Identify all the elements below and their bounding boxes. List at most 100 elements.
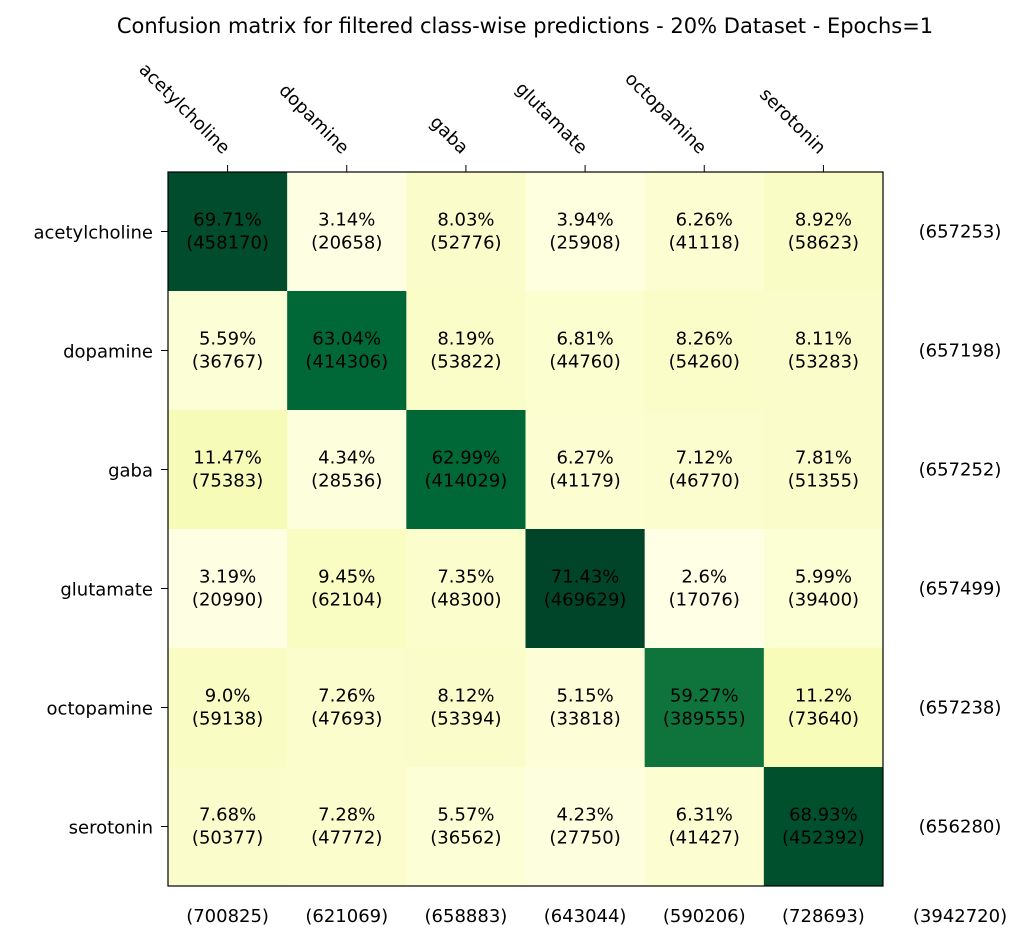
cell-count-label: (44760) bbox=[549, 352, 620, 373]
heatmap-cell bbox=[168, 648, 288, 768]
column-total-label: (590206) bbox=[663, 906, 746, 927]
cell-count-label: (53394) bbox=[430, 709, 501, 730]
heatmap-cell bbox=[644, 767, 765, 887]
cell-count-label: (414029) bbox=[425, 471, 508, 492]
cell-count-label: (50377) bbox=[192, 828, 263, 849]
cell-percent-label: 9.45% bbox=[318, 567, 375, 588]
row-total-label: (657499) bbox=[919, 579, 1002, 600]
cell-count-label: (75383) bbox=[192, 471, 263, 492]
cell-percent-label: 7.81% bbox=[795, 448, 852, 469]
cell-percent-label: 7.68% bbox=[199, 805, 256, 826]
cell-percent-label: 6.26% bbox=[676, 210, 733, 231]
cell-count-label: (47772) bbox=[311, 828, 382, 849]
y-tick-label: glutamate bbox=[60, 580, 153, 601]
heatmap-cell bbox=[406, 767, 526, 887]
cell-count-label: (41118) bbox=[669, 233, 740, 254]
cell-percent-label: 6.81% bbox=[556, 329, 613, 350]
heatmap-cell bbox=[525, 529, 646, 649]
cell-count-label: (48300) bbox=[430, 590, 501, 611]
cell-count-label: (27750) bbox=[549, 828, 620, 849]
cell-count-label: (389555) bbox=[663, 709, 746, 730]
heatmap-cell bbox=[406, 529, 526, 649]
cell-count-label: (36767) bbox=[192, 352, 263, 373]
heatmap-cell bbox=[287, 172, 407, 292]
y-tick-label: octopamine bbox=[47, 699, 153, 720]
cell-percent-label: 68.93% bbox=[789, 805, 858, 826]
cell-count-label: (20990) bbox=[192, 590, 263, 611]
row-total-label: (657238) bbox=[919, 698, 1002, 719]
cell-percent-label: 2.6% bbox=[681, 567, 727, 588]
row-total-label: (657252) bbox=[919, 460, 1002, 481]
heatmap-cell bbox=[287, 410, 407, 530]
cell-percent-label: 62.99% bbox=[432, 448, 501, 469]
cell-count-label: (458170) bbox=[186, 233, 269, 254]
heatmap-cell bbox=[168, 172, 288, 292]
column-total-label: (621069) bbox=[305, 906, 388, 927]
cell-count-label: (36562) bbox=[430, 828, 501, 849]
y-tick-label: acetylcholine bbox=[33, 223, 153, 244]
cell-count-label: (25908) bbox=[549, 233, 620, 254]
heatmap-cell bbox=[287, 291, 407, 411]
x-tick-label: gaba bbox=[426, 112, 473, 159]
cell-percent-label: 7.28% bbox=[318, 805, 375, 826]
cell-percent-label: 5.57% bbox=[437, 805, 494, 826]
cell-count-label: (53283) bbox=[788, 352, 859, 373]
cell-count-label: (47693) bbox=[311, 709, 382, 730]
cell-percent-label: 11.47% bbox=[193, 448, 262, 469]
heatmap-cell bbox=[644, 529, 765, 649]
cell-percent-label: 3.14% bbox=[318, 210, 375, 231]
heatmap-cell bbox=[287, 648, 407, 768]
cell-count-label: (51355) bbox=[788, 471, 859, 492]
heatmap-cell bbox=[406, 648, 526, 768]
cell-percent-label: 8.26% bbox=[676, 329, 733, 350]
heatmap-cell bbox=[406, 291, 526, 411]
cell-percent-label: 4.34% bbox=[318, 448, 375, 469]
cell-count-label: (20658) bbox=[311, 233, 382, 254]
cell-count-label: (46770) bbox=[669, 471, 740, 492]
cell-percent-label: 8.19% bbox=[437, 329, 494, 350]
column-total-label: (728693) bbox=[782, 906, 865, 927]
cell-percent-label: 3.94% bbox=[556, 210, 613, 231]
heatmap-cell bbox=[763, 529, 884, 649]
cell-percent-label: 8.11% bbox=[795, 329, 852, 350]
cell-count-label: (54260) bbox=[669, 352, 740, 373]
cell-percent-label: 5.15% bbox=[556, 686, 613, 707]
x-tick-label: glutamate bbox=[511, 78, 591, 158]
cell-percent-label: 5.99% bbox=[795, 567, 852, 588]
heatmap-cell bbox=[525, 291, 646, 411]
cell-percent-label: 6.27% bbox=[556, 448, 613, 469]
cell-percent-label: 59.27% bbox=[670, 686, 739, 707]
cell-percent-label: 71.43% bbox=[551, 567, 620, 588]
cell-count-label: (28536) bbox=[311, 471, 382, 492]
heatmap-cell bbox=[287, 767, 407, 887]
cell-count-label: (53822) bbox=[430, 352, 501, 373]
heatmap-cell bbox=[644, 291, 765, 411]
heatmap-cell bbox=[644, 410, 765, 530]
heatmap-cell bbox=[763, 767, 884, 887]
cell-count-label: (41179) bbox=[549, 471, 620, 492]
grand-total-label: (3942720) bbox=[913, 906, 1007, 927]
cell-percent-label: 3.19% bbox=[199, 567, 256, 588]
cell-percent-label: 6.31% bbox=[676, 805, 733, 826]
y-tick-label: dopamine bbox=[63, 342, 153, 363]
x-tick-label: acetylcholine bbox=[135, 59, 234, 158]
cell-count-label: (33818) bbox=[549, 709, 620, 730]
cell-percent-label: 7.12% bbox=[676, 448, 733, 469]
cell-count-label: (17076) bbox=[669, 590, 740, 611]
heatmap-cell bbox=[525, 767, 646, 887]
heatmap-cell bbox=[644, 172, 765, 292]
heatmap-cell bbox=[287, 529, 407, 649]
cell-count-label: (52776) bbox=[430, 233, 501, 254]
cell-count-label: (469629) bbox=[544, 590, 627, 611]
cell-percent-label: 63.04% bbox=[312, 329, 381, 350]
heatmap-cell bbox=[168, 291, 288, 411]
heatmap-cell bbox=[763, 291, 884, 411]
x-tick-label: dopamine bbox=[275, 80, 353, 158]
heatmap-cell bbox=[525, 410, 646, 530]
cell-percent-label: 8.92% bbox=[795, 210, 852, 231]
heatmap-cells: 69.71%(458170) 3.14%(20658) 8.03%(52776) 3.… bbox=[168, 172, 884, 887]
heatmap-cell bbox=[525, 648, 646, 768]
cell-count-label: (58623) bbox=[788, 233, 859, 254]
plot-frame bbox=[167, 171, 884, 887]
